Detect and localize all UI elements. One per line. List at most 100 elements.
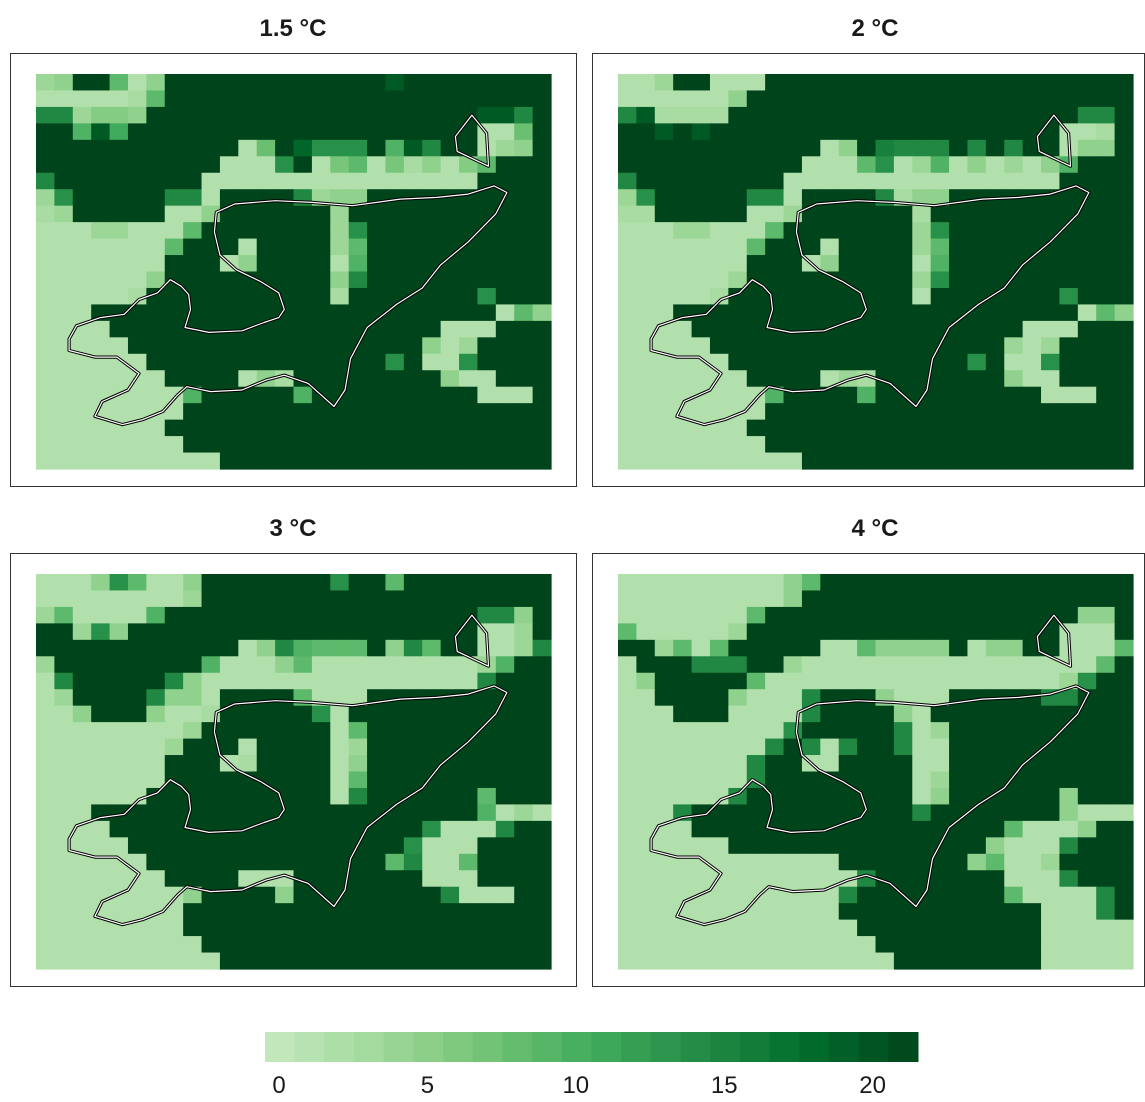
- heatmap-cell: [728, 304, 748, 322]
- heatmap-cell: [875, 590, 895, 608]
- heatmap-cell: [801, 771, 821, 789]
- heatmap-cell: [36, 820, 55, 838]
- heatmap-cell: [256, 574, 276, 592]
- heatmap-cell: [838, 656, 858, 674]
- heatmap-cell: [275, 189, 295, 207]
- heatmap-cell: [838, 952, 858, 970]
- heatmap-cell: [495, 156, 515, 174]
- heatmap-cell: [801, 337, 821, 355]
- heatmap-cell: [746, 386, 766, 404]
- heatmap-cell: [801, 689, 821, 707]
- heatmap-cell: [514, 74, 534, 92]
- heatmap-cell: [820, 787, 840, 806]
- heatmap-cell: [691, 755, 711, 773]
- heatmap-cell: [403, 74, 423, 92]
- heatmap-cell: [765, 419, 785, 437]
- heatmap-cell: [36, 304, 55, 322]
- heatmap-cell: [654, 337, 674, 355]
- heatmap-cell: [893, 287, 913, 306]
- heatmap-cell: [1059, 287, 1079, 306]
- heatmap-cell: [532, 238, 552, 256]
- heatmap-cell: [201, 656, 221, 674]
- heatmap-cell: [330, 672, 350, 690]
- heatmap-cell: [636, 738, 656, 756]
- heatmap-cell: [495, 870, 515, 888]
- heatmap-cell: [1114, 436, 1134, 454]
- heatmap-cell: [127, 853, 147, 871]
- map-panel-1: [10, 53, 577, 487]
- heatmap-cell: [532, 771, 552, 789]
- heatmap-cell: [709, 172, 729, 190]
- heatmap-cell: [930, 403, 950, 421]
- heatmap-cell: [820, 919, 840, 937]
- heatmap-cell: [367, 238, 387, 256]
- heatmap-cell: [127, 271, 147, 289]
- heatmap-cell: [618, 606, 637, 624]
- heatmap-cell: [54, 606, 74, 624]
- heatmap-cell: [422, 353, 442, 371]
- heatmap-cell: [1022, 337, 1042, 355]
- heatmap-cell: [532, 90, 552, 108]
- heatmap-cell: [238, 370, 258, 388]
- heatmap-cell: [36, 320, 55, 338]
- heatmap-cell: [54, 804, 74, 822]
- heatmap-cell: [820, 238, 840, 256]
- heatmap-cell: [422, 919, 442, 937]
- heatmap-cell: [403, 672, 423, 690]
- heatmap-cell: [477, 452, 497, 470]
- heatmap-cell: [930, 139, 950, 157]
- heatmap-cell: [1077, 820, 1097, 838]
- heatmap-cell: [1041, 304, 1061, 322]
- heatmap-cell: [709, 271, 729, 289]
- heatmap-cell: [146, 820, 166, 838]
- heatmap-cell: [348, 106, 368, 124]
- heatmap-cell: [673, 271, 693, 289]
- heatmap-cell: [930, 853, 950, 871]
- heatmap-cell: [256, 755, 276, 773]
- heatmap-cell: [403, 90, 423, 108]
- heatmap-cell: [636, 936, 656, 954]
- heatmap-cell: [440, 787, 460, 806]
- heatmap-cell: [36, 205, 55, 223]
- heatmap-cell: [477, 386, 497, 404]
- heatmap-cell: [618, 370, 637, 388]
- heatmap-cell: [985, 74, 1005, 92]
- heatmap-cell: [275, 271, 295, 289]
- heatmap-cell: [238, 304, 258, 322]
- heatmap-cell: [912, 255, 932, 273]
- heatmap-cell: [691, 771, 711, 789]
- heatmap-cell: [238, 672, 258, 690]
- heatmap-cell: [1041, 403, 1061, 421]
- heatmap-cell: [91, 837, 111, 855]
- heatmap-cell: [654, 386, 674, 404]
- heatmap-cell: [912, 271, 932, 289]
- heatmap-cell: [238, 755, 258, 773]
- heatmap-cell: [654, 755, 674, 773]
- heatmap-cell: [311, 123, 331, 141]
- heatmap-cell: [477, 936, 497, 954]
- heatmap-cell: [183, 156, 203, 174]
- heatmap-cell: [875, 606, 895, 624]
- heatmap-cell: [783, 606, 803, 624]
- heatmap-cell: [912, 787, 932, 806]
- heatmap-cell: [1114, 722, 1134, 740]
- heatmap-cell: [36, 271, 55, 289]
- heatmap-cell: [293, 903, 313, 921]
- heatmap-cell: [422, 590, 442, 608]
- heatmap-cell: [238, 952, 258, 970]
- heatmap-cell: [857, 172, 877, 190]
- heatmap-cell: [72, 837, 92, 855]
- heatmap-cell: [311, 320, 331, 338]
- heatmap-cell: [477, 189, 497, 207]
- heatmap-cell: [857, 419, 877, 437]
- heatmap-cell: [1077, 574, 1097, 592]
- heatmap-cell: [532, 205, 552, 223]
- heatmap-cell: [403, 419, 423, 437]
- heatmap-cell: [1077, 705, 1097, 723]
- heatmap-cell: [746, 106, 766, 124]
- heatmap-cell: [72, 222, 92, 240]
- heatmap-cell: [618, 672, 637, 690]
- heatmap-cell: [477, 370, 497, 388]
- heatmap-cell: [728, 419, 748, 437]
- heatmap-cell: [532, 337, 552, 355]
